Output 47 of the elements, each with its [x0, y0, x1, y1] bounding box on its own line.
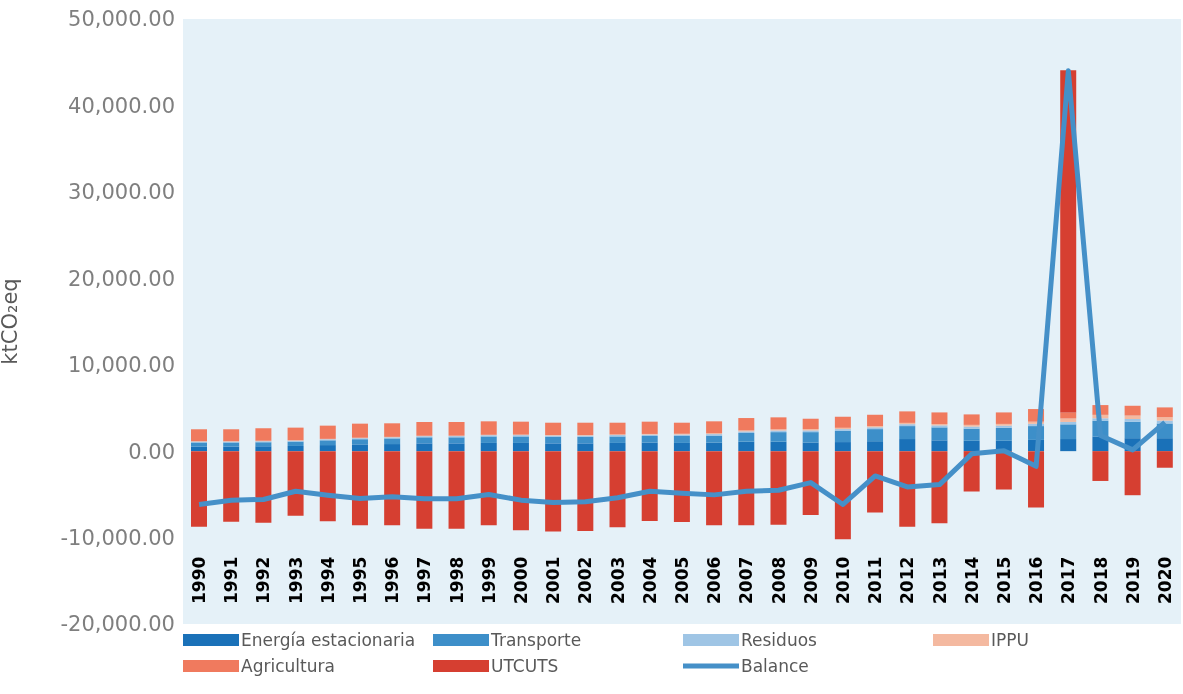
x-tick-label: 2015	[993, 556, 1014, 604]
x-tick-label: 2000	[511, 556, 532, 604]
legend-label: UTCUTS	[491, 656, 559, 676]
x-tick-label: 1994	[317, 556, 338, 604]
y-tick-label: 20,000.00	[68, 266, 175, 291]
y-tick-label: 10,000.00	[68, 353, 175, 378]
x-tick-label: 2012	[897, 556, 918, 604]
x-tick-label: 2005	[672, 556, 692, 604]
x-tick-label: 1996	[382, 556, 403, 604]
x-tick-label: 2017	[1058, 556, 1079, 604]
legend-label: Balance	[741, 656, 809, 676]
x-tick-label: 2011	[865, 556, 886, 604]
x-tick-label: 1995	[350, 556, 371, 604]
x-tick-label: 2013	[929, 556, 950, 604]
y-axis-title: ktCO₂eq	[0, 278, 23, 365]
x-tick-label: 1999	[478, 556, 499, 604]
legend-label: Transporte	[491, 630, 582, 650]
x-tick-label: 1998	[446, 556, 467, 604]
x-tick-label: 2010	[832, 556, 853, 604]
x-tick-label: 2006	[704, 556, 725, 604]
legend-label: Residuos	[741, 630, 817, 650]
x-tick-label: 2003	[607, 556, 628, 604]
x-tick-label: 1991	[221, 556, 242, 604]
legend-label: IPPU	[991, 630, 1029, 650]
x-tick-label: 2019	[1122, 556, 1143, 604]
x-tick-label: 2001	[543, 556, 564, 604]
y-tick-label: 0.00	[128, 439, 175, 464]
y-tick-label: 40,000.00	[68, 93, 175, 118]
x-tick-label: 1990	[189, 556, 210, 604]
y-tick-label: -10,000.00	[60, 526, 175, 551]
x-tick-label: 2004	[639, 556, 660, 604]
x-tick-label: 2014	[961, 556, 982, 604]
x-tick-label: 2009	[800, 556, 821, 604]
x-tick-label: 2008	[768, 556, 789, 604]
y-tick-label: -20,000.00	[60, 612, 175, 637]
legend-label: Agricultura	[241, 656, 335, 676]
y-tick-label: 30,000.00	[68, 180, 175, 205]
x-tick-label: 1997	[414, 556, 435, 604]
x-tick-label: 1992	[253, 556, 274, 604]
x-tick-label: 2007	[736, 556, 757, 604]
x-tick-label: 2016	[1026, 556, 1047, 604]
x-tick-label: 2020	[1154, 556, 1175, 604]
legend-label: Energía estacionaria	[241, 630, 416, 650]
x-tick-label: 2018	[1090, 556, 1111, 604]
x-tick-label: 1993	[285, 556, 306, 604]
y-tick-label: 50,000.00	[68, 7, 175, 32]
x-tick-label: 2002	[575, 556, 596, 604]
